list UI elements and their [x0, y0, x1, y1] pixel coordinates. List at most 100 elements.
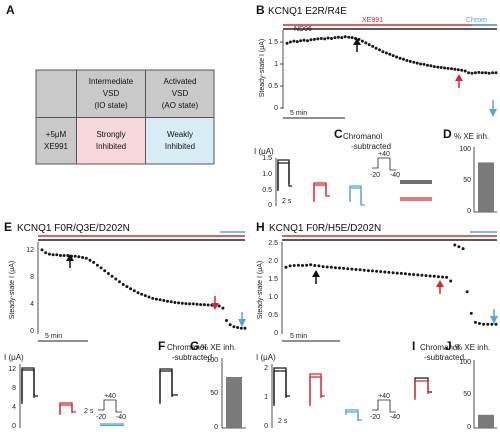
svg-text:+40: +40 [104, 393, 116, 400]
b-tick-2: 1 [274, 61, 278, 68]
data-point [202, 303, 206, 307]
c-traces [277, 159, 432, 206]
data-point [395, 55, 399, 59]
svg-text:4: 4 [12, 404, 16, 411]
data-point [330, 37, 333, 40]
data-point [51, 253, 55, 257]
data-point [436, 65, 440, 69]
data-point [62, 254, 66, 257]
data-point [296, 263, 300, 267]
data-point [426, 63, 429, 67]
data-point [490, 322, 494, 326]
data-point [292, 39, 296, 43]
b-y-ticks: 1.5 1 0.5 0 [268, 39, 283, 112]
data-point [125, 285, 129, 289]
d-bar [478, 162, 494, 212]
data-point [103, 269, 107, 273]
data-point [59, 254, 62, 257]
data-point [106, 272, 110, 275]
data-point [487, 71, 491, 75]
chrom-label: Chrom [466, 17, 487, 24]
data-point [350, 267, 354, 271]
panel-label-c: C [334, 127, 343, 141]
data-point [325, 265, 329, 269]
svg-text:-40: -40 [116, 414, 126, 421]
data-point [357, 37, 361, 41]
data-point [358, 268, 362, 272]
data-point [313, 264, 317, 267]
f-chromanol: Chromanol [167, 343, 206, 352]
data-point [408, 59, 412, 63]
j-bar [478, 414, 494, 428]
data-point [316, 37, 320, 41]
data-point [402, 57, 405, 61]
data-point [371, 269, 374, 273]
b-tick-1: 1.5 [268, 39, 278, 46]
data-point [319, 37, 323, 40]
data-point [110, 274, 114, 278]
cell1-line1: Strongly [96, 130, 125, 139]
data-point [323, 37, 327, 41]
b-arrows [353, 38, 497, 117]
svg-text:50: 50 [210, 390, 218, 397]
data-point [354, 37, 357, 40]
data-point [453, 243, 457, 247]
data-point [450, 67, 453, 71]
data-point [443, 66, 447, 70]
data-point [378, 48, 381, 52]
data-point [374, 46, 378, 50]
data-point [338, 266, 341, 270]
svg-text:1: 1 [264, 394, 268, 401]
svg-text:2.0: 2.0 [268, 258, 278, 265]
data-point [478, 322, 481, 325]
row-head-line1: +5μM [46, 130, 67, 139]
col2-line3: (AO state) [162, 101, 199, 110]
c-subtracted: -subtracted [351, 142, 391, 151]
data-point [350, 36, 354, 40]
data-point [391, 271, 395, 275]
data-point [477, 70, 481, 74]
data-point [306, 39, 310, 43]
data-point [441, 275, 444, 279]
data-point [384, 51, 388, 55]
data-point [371, 44, 375, 48]
panel-label-j: J [445, 339, 452, 353]
data-point [121, 283, 125, 286]
data-point [136, 291, 140, 295]
data-point [302, 38, 306, 42]
panel-label-g: G [190, 339, 199, 353]
data-point [480, 71, 484, 75]
data-point [129, 287, 133, 291]
data-point [140, 292, 144, 296]
col1-line3: (IO state) [94, 101, 128, 110]
data-point [424, 274, 428, 278]
svg-text:+40: +40 [378, 393, 390, 400]
data-point [239, 326, 243, 330]
data-point [284, 265, 288, 269]
data-point [491, 71, 495, 75]
data-point [453, 67, 457, 71]
data-point [55, 253, 59, 257]
data-point [367, 43, 371, 47]
data-point [467, 71, 471, 75]
data-point [88, 258, 92, 262]
data-point [191, 302, 195, 306]
b-scatter [285, 35, 498, 75]
svg-text:-20: -20 [370, 414, 380, 421]
data-point [340, 36, 344, 40]
e-ylabel: Steady-state I (μA) [9, 261, 16, 320]
svg-text:0: 0 [12, 423, 16, 430]
data-point [364, 41, 368, 45]
data-point [470, 71, 474, 75]
data-point [309, 38, 313, 42]
data-point [379, 270, 383, 274]
data-point [143, 294, 147, 298]
i-y-ticks: 2 1 0 [264, 365, 268, 430]
h-y-ticks: 2.5 2.0 1.5 1.0 0.5 0 [268, 240, 278, 337]
data-point [343, 35, 347, 39]
data-point [177, 301, 181, 305]
svg-text:8: 8 [30, 274, 34, 281]
data-point [391, 54, 395, 58]
cell2-line1: Weakly [167, 130, 193, 139]
